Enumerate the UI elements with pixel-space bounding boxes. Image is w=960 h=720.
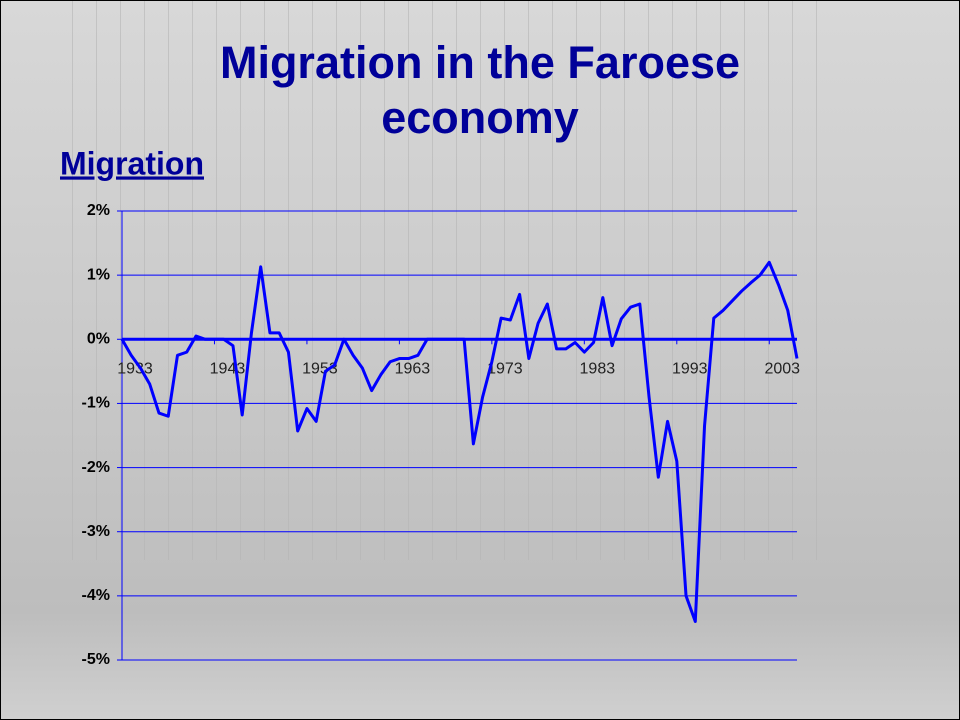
y-tick-label: -2% <box>82 459 110 476</box>
y-tick-label: 1% <box>87 266 110 283</box>
x-tick-label: 2003 <box>764 361 800 378</box>
x-tick-label: 1983 <box>580 361 616 378</box>
chart-title: Migration in the Faroese economy <box>220 37 740 143</box>
x-tick-label: 1963 <box>395 361 431 378</box>
x-tick-label: 1993 <box>672 361 708 378</box>
y-tick-label: 2% <box>87 202 110 219</box>
background-texture <box>60 0 840 560</box>
y-tick-label: -4% <box>82 587 110 604</box>
data-line <box>120 260 799 624</box>
y-tick-label: -3% <box>82 523 110 540</box>
x-tick-label: 1953 <box>302 361 338 378</box>
y-tick-label: -1% <box>82 395 110 412</box>
y-tick-label: 0% <box>87 331 110 348</box>
chart-subtitle: Migration <box>60 145 204 181</box>
x-tick-label: 1943 <box>210 361 246 378</box>
y-tick-label: -5% <box>82 651 110 668</box>
x-tick-label: 1973 <box>487 361 523 378</box>
